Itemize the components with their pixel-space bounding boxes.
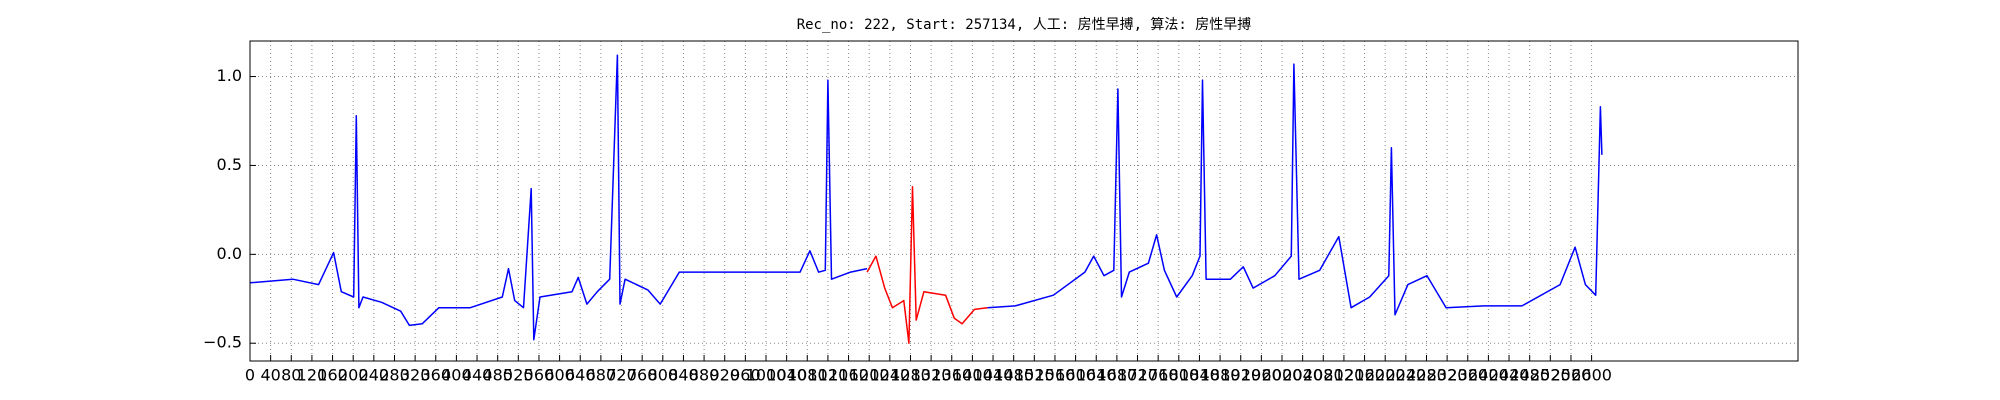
x-tick-label: 840 bbox=[668, 366, 699, 385]
x-tick-label: 400 bbox=[441, 366, 472, 385]
x-tick-label: 2160 bbox=[1344, 366, 1385, 385]
x-tick-label: 2280 bbox=[1406, 366, 1447, 385]
x-tick-label: 2240 bbox=[1385, 366, 1426, 385]
x-tick-label: 1840 bbox=[1179, 366, 1220, 385]
x-tick-label: 2440 bbox=[1489, 366, 1530, 385]
x-tick-label: 2000 bbox=[1262, 366, 1303, 385]
x-tick-label: 1880 bbox=[1200, 366, 1241, 385]
y-tick-label: 0.5 bbox=[217, 155, 242, 174]
x-tick-label: 1480 bbox=[993, 366, 1034, 385]
y-tick-label: −0.5 bbox=[203, 333, 242, 352]
x-tick-label: 2120 bbox=[1324, 366, 1365, 385]
x-tick-label: 600 bbox=[544, 366, 575, 385]
x-tick-label: 1160 bbox=[828, 366, 869, 385]
x-tick-label: 1600 bbox=[1055, 366, 1096, 385]
x-tick-label: 760 bbox=[627, 366, 658, 385]
x-tick-label: 0 bbox=[245, 366, 255, 385]
x-tick-label: 680 bbox=[586, 366, 617, 385]
x-tick-label: 1040 bbox=[766, 366, 807, 385]
x-tick-label: 280 bbox=[379, 366, 410, 385]
x-tick-label: 960 bbox=[730, 366, 761, 385]
x-tick-label: 2560 bbox=[1551, 366, 1592, 385]
y-tick-label: 1.0 bbox=[217, 66, 242, 85]
x-tick-label: 880 bbox=[689, 366, 720, 385]
x-tick-label: 1240 bbox=[869, 366, 910, 385]
x-tick-label: 1280 bbox=[890, 366, 931, 385]
x-tick-label: 2520 bbox=[1530, 366, 1571, 385]
x-tick-label: 920 bbox=[709, 366, 740, 385]
x-tick-label: 2480 bbox=[1509, 366, 1550, 385]
x-tick-label: 40 bbox=[260, 366, 280, 385]
x-tick-label: 1520 bbox=[1014, 366, 1055, 385]
x-tick-label: 1120 bbox=[808, 366, 849, 385]
x-tick-label: 720 bbox=[606, 366, 637, 385]
x-tick-label: 1760 bbox=[1138, 366, 1179, 385]
x-tick-label: 2320 bbox=[1427, 366, 1468, 385]
x-tick-label: 160 bbox=[317, 366, 348, 385]
y-tick-label: 0.0 bbox=[217, 244, 242, 263]
x-tick-label: 2040 bbox=[1282, 366, 1323, 385]
ecg-line bbox=[866, 186, 988, 344]
x-tick-label: 520 bbox=[503, 366, 534, 385]
plot-frame bbox=[249, 40, 1799, 362]
x-tick-label: 640 bbox=[565, 366, 596, 385]
x-tick-label: 360 bbox=[420, 366, 451, 385]
x-tick-label: 2360 bbox=[1447, 366, 1488, 385]
x-tick-label: 1400 bbox=[952, 366, 993, 385]
x-tick-label: 320 bbox=[400, 366, 431, 385]
x-tick-label: 120 bbox=[297, 366, 328, 385]
ecg-line bbox=[249, 54, 1603, 341]
x-tick-label: 1000 bbox=[746, 366, 787, 385]
x-tick-label: 800 bbox=[648, 366, 679, 385]
x-tick-label: 440 bbox=[462, 366, 493, 385]
x-tick-label: 1680 bbox=[1097, 366, 1138, 385]
x-tick-label: 1800 bbox=[1158, 366, 1199, 385]
x-tick-label: 2080 bbox=[1303, 366, 1344, 385]
chart-title: Rec_no: 222, Start: 257134, 人工: 房性早搏, 算法… bbox=[797, 16, 1252, 33]
x-tick-label: 1320 bbox=[911, 366, 952, 385]
x-tick-label: 1920 bbox=[1220, 366, 1261, 385]
x-tick-label: 1960 bbox=[1241, 366, 1282, 385]
x-tick-label: 240 bbox=[359, 366, 390, 385]
x-tick-label: 1640 bbox=[1076, 366, 1117, 385]
x-tick-label: 560 bbox=[524, 366, 555, 385]
x-tick-label: 480 bbox=[482, 366, 513, 385]
x-tick-label: 80 bbox=[281, 366, 301, 385]
x-tick-label: 1360 bbox=[931, 366, 972, 385]
x-tick-label: 1440 bbox=[973, 366, 1014, 385]
x-tick-label: 1200 bbox=[849, 366, 890, 385]
x-tick-label: 1720 bbox=[1117, 366, 1158, 385]
x-tick-label: 1560 bbox=[1035, 366, 1076, 385]
x-tick-label: 2600 bbox=[1571, 366, 1612, 385]
x-tick-label: 2200 bbox=[1365, 366, 1406, 385]
x-tick-label: 2400 bbox=[1468, 366, 1509, 385]
x-tick-label: 1080 bbox=[787, 366, 828, 385]
x-tick-label: 200 bbox=[338, 366, 369, 385]
